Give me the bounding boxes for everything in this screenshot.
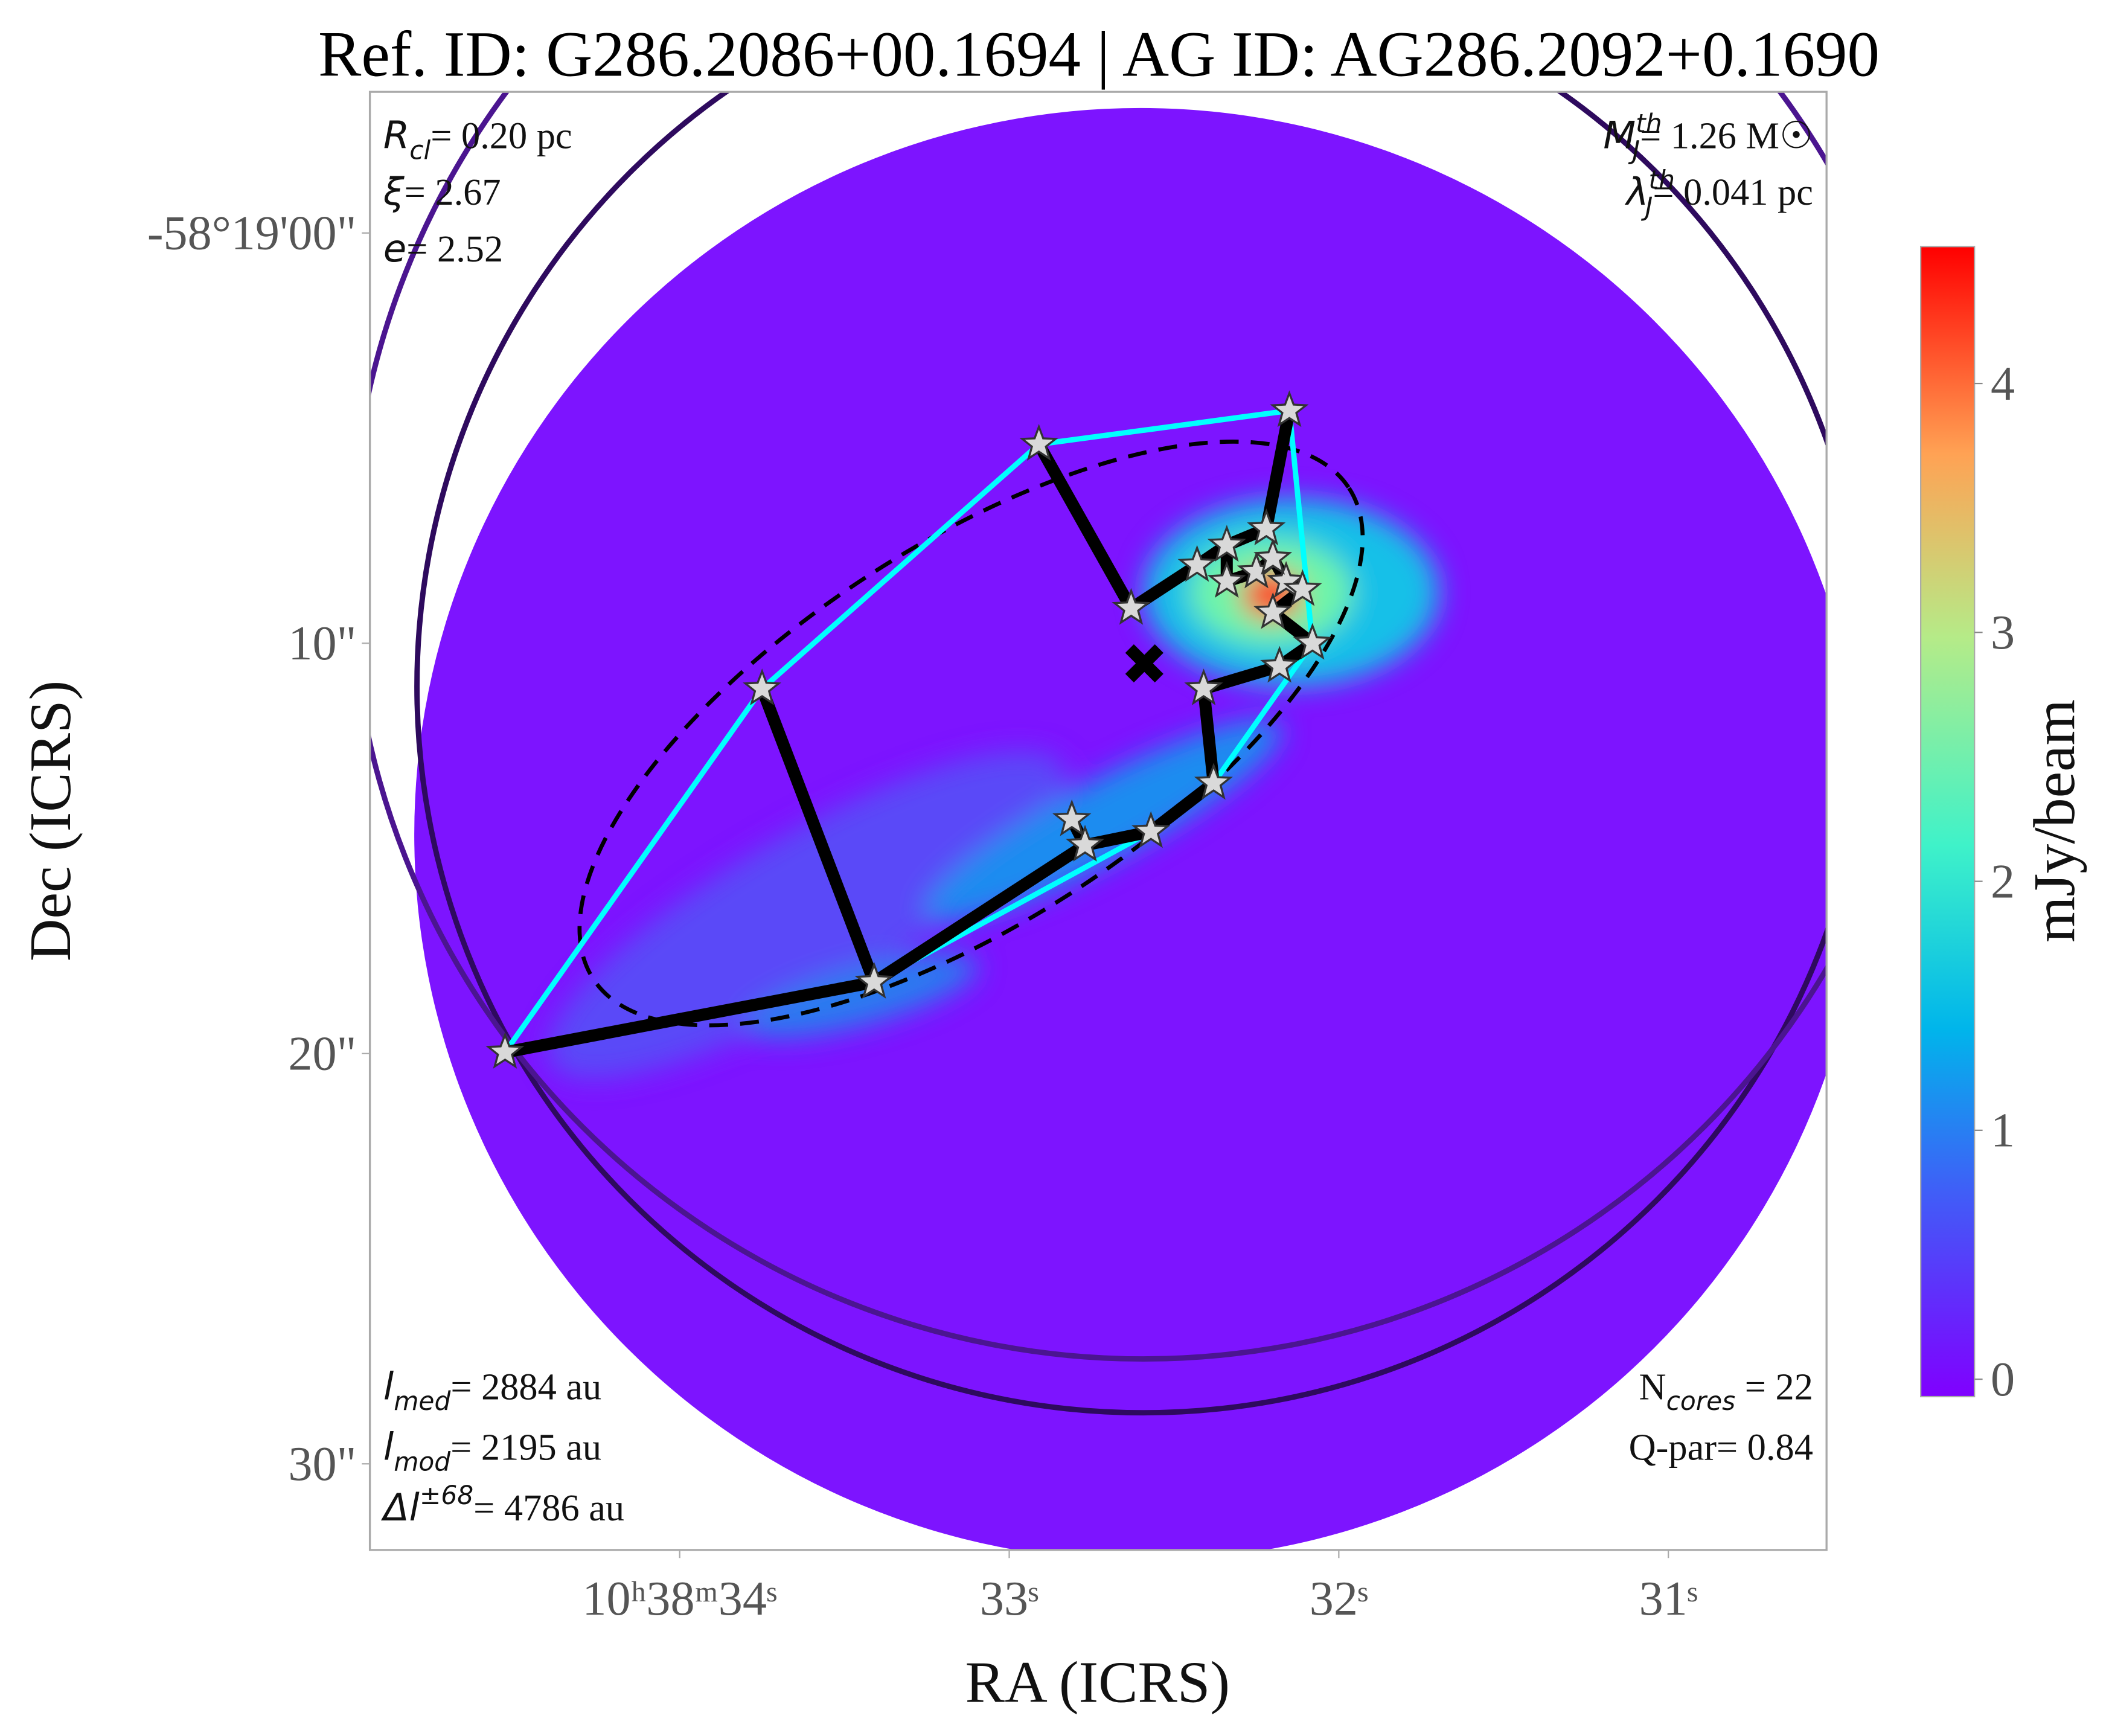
y-axis-label: Dec (ICRS) <box>18 681 83 961</box>
subscript: cores <box>1666 1386 1736 1416</box>
annotation-text: N <box>1639 1366 1666 1408</box>
plot-frame <box>368 91 1828 1551</box>
core-star <box>1112 588 1151 625</box>
math-symbol: l <box>383 1425 394 1469</box>
core-star <box>1131 811 1171 848</box>
annotation-text: = 0.20 pc <box>430 115 572 157</box>
y-tick-label: 20" <box>288 1028 356 1081</box>
superscript: th <box>1636 109 1662 138</box>
math-symbol: λ <box>1625 170 1649 214</box>
x-tick-label: 32ˢ <box>1310 1572 1368 1625</box>
y-tick-label: 10" <box>288 617 356 670</box>
core-star <box>485 1032 525 1069</box>
colorbar-label: mJy/beam <box>2022 699 2087 943</box>
core-star <box>1019 424 1058 461</box>
subscript: med <box>394 1386 451 1416</box>
core-star <box>743 668 782 705</box>
core-star <box>1194 763 1233 800</box>
annotation: lmod= 2195 au <box>383 1425 601 1477</box>
image <box>370 92 1827 1550</box>
cores-layer <box>485 390 1332 1069</box>
superscript: th <box>1648 165 1674 195</box>
core-star <box>1065 824 1105 862</box>
core-star <box>1283 569 1322 606</box>
clump-circle <box>370 92 1827 1362</box>
annotation: Δl±68= 4786 au <box>381 1481 624 1529</box>
annotation-text: = 0.041 pc <box>1653 171 1813 213</box>
annotation: Rcl= 0.20 pc <box>383 114 572 165</box>
annotation-text: = 4786 au <box>473 1487 624 1529</box>
mst-edge <box>756 682 880 988</box>
math-symbol: ξ <box>383 170 405 214</box>
annotation-text: = 2.52 <box>406 228 503 270</box>
beam-circle <box>414 92 1827 1415</box>
core-star <box>1253 538 1293 575</box>
math-symbol: e <box>383 226 406 271</box>
annotation: λth J= 0.041 pc <box>1625 165 1813 222</box>
core-star <box>1253 592 1293 629</box>
math-symbol: M <box>1603 114 1636 158</box>
core-star <box>1247 508 1286 546</box>
annotation-text: Q-par= 0.84 <box>1629 1427 1813 1469</box>
core-star <box>1260 645 1299 683</box>
colorbar-tick-label: 0 <box>1991 1353 2015 1406</box>
annotation: Ncores = 22 <box>1639 1366 1813 1416</box>
core-star <box>1207 525 1246 562</box>
x-tick-label: 10ʰ38ᵐ34ˢ <box>582 1572 777 1625</box>
colorbar-tick-label: 2 <box>1991 855 2015 908</box>
colorbar <box>1920 246 1976 1398</box>
x-tick-label: 33ˢ <box>980 1572 1038 1625</box>
centroid-marker <box>1125 644 1163 683</box>
core-star <box>1207 561 1246 598</box>
chart-title: Ref. ID: G286.2086+00.1694 | AG ID: AG28… <box>318 19 1880 90</box>
mst-edge <box>499 976 880 1059</box>
annotation-text: = 1.26 M☉ <box>1640 115 1813 157</box>
subscript: mod <box>394 1447 451 1477</box>
core-star <box>1293 623 1332 660</box>
core-star <box>1177 545 1217 582</box>
colorbar-tick-label: 3 <box>1991 606 2015 659</box>
annotation: Q-par= 0.84 <box>1629 1427 1813 1469</box>
core-star <box>1267 561 1305 598</box>
mst-edge <box>1032 438 1138 615</box>
math-symbol: R <box>383 114 409 158</box>
annotation: Mth J= 1.26 M☉ <box>1603 109 1813 165</box>
core-star <box>1270 390 1309 428</box>
core-star <box>1052 799 1092 836</box>
mst-edge <box>1125 559 1203 615</box>
core-star <box>1184 668 1223 705</box>
colorbar-tick-label: 4 <box>1991 357 2015 411</box>
x-tick-label: 31ˢ <box>1639 1572 1698 1625</box>
annotation: ξ= 2.67 <box>383 170 501 214</box>
annotation-text: = 2.67 <box>405 171 501 213</box>
core-star <box>854 961 894 999</box>
y-tick-label: -58°19'00" <box>147 207 357 260</box>
annotation: e= 2.52 <box>383 226 503 271</box>
mst-edge <box>868 839 1092 988</box>
annotation-text: = 2884 au <box>450 1366 601 1408</box>
annotation: lmed= 2884 au <box>383 1364 601 1416</box>
superscript: ±68 <box>420 1481 473 1510</box>
mst-edge <box>1145 777 1220 838</box>
math-symbol: Δl <box>381 1485 420 1529</box>
x-axis-label: RA (ICRS) <box>965 1650 1230 1715</box>
math-symbol: l <box>383 1364 394 1408</box>
annotation-text: = 22 <box>1735 1366 1813 1408</box>
annotation-text: = 2195 au <box>450 1427 601 1469</box>
colorbar-tick-label: 1 <box>1991 1104 2015 1158</box>
subscript: cl <box>409 136 430 165</box>
mst-edge <box>1260 405 1296 535</box>
y-tick-label: 30" <box>288 1438 356 1491</box>
